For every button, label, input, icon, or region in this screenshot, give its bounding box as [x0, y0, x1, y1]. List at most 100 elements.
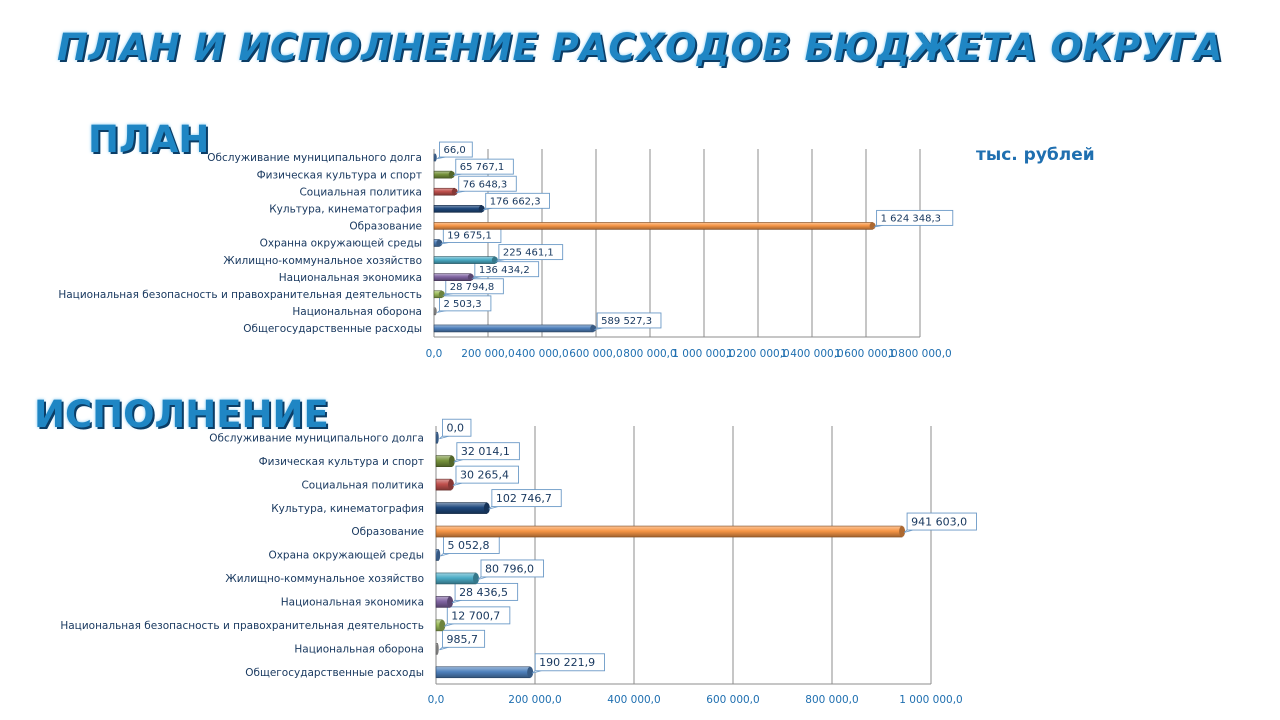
- x-tick-label: 600 000,0: [706, 694, 759, 706]
- x-tick-label: 400 000,0: [515, 348, 568, 360]
- data-label: 5 052,8: [448, 539, 490, 552]
- category-label: Жилищно-коммунальное хозяйство: [223, 255, 422, 267]
- units-label: тыс. рублей: [976, 145, 1095, 165]
- data-label: 136 434,2: [479, 265, 530, 276]
- data-label: 19 675,1: [447, 231, 492, 242]
- data-label-box: [474, 261, 540, 278]
- page-title: ПЛАН И ИСПОЛНЕНИЕ РАСХОДОВ БЮДЖЕТА ОКРУГ…: [57, 26, 1223, 69]
- data-label-box: [442, 418, 472, 437]
- bar-end-cap: [436, 432, 439, 444]
- x-tick-label: 1 600 000,0: [834, 348, 897, 360]
- category-label: Физическая культура и спорт: [259, 456, 424, 468]
- plan-chart-title: ПЛАН: [88, 118, 210, 161]
- x-tick-label: 400 000,0: [607, 694, 660, 706]
- bar-end-cap: [448, 171, 455, 179]
- category-label: Общегосударственные расходы: [245, 667, 424, 679]
- category-label: Обслуживание муниципального долга: [207, 152, 422, 164]
- data-label: 30 265,4: [460, 469, 509, 482]
- category-label: Национальная оборона: [292, 306, 422, 318]
- data-label-box: [439, 141, 473, 158]
- bar: [435, 666, 531, 679]
- bar: [435, 525, 903, 538]
- data-label-box: [534, 653, 605, 672]
- data-label-box: [445, 278, 504, 295]
- category-label: Образование: [349, 221, 422, 233]
- bar-end-cap: [527, 666, 534, 678]
- x-tick-label: 1 400 000,0: [780, 348, 843, 360]
- category-label: Социальная политика: [301, 479, 424, 491]
- x-tick-label: 200 000,0: [508, 694, 561, 706]
- data-label-box: [906, 512, 977, 531]
- bar-end-cap: [439, 619, 446, 631]
- x-tick-label: 1 000 000,0: [672, 348, 735, 360]
- x-tick-label: 800 000,0: [805, 694, 858, 706]
- category-label: Обслуживание муниципального долга: [209, 432, 424, 444]
- x-tick-label: 1 200 000,0: [726, 348, 789, 360]
- data-label: 12 700,7: [451, 609, 500, 622]
- bar-end-cap: [434, 154, 437, 162]
- bar-end-cap: [438, 290, 445, 298]
- data-label: 176 662,3: [490, 196, 541, 207]
- bar-end-cap: [478, 205, 485, 213]
- data-label: 28 794,8: [450, 282, 495, 293]
- category-label: Общегосударственные расходы: [243, 323, 422, 335]
- x-tick-label: 1 800 000,0: [888, 348, 951, 360]
- bar-end-cap: [869, 222, 876, 230]
- data-label-box: [485, 192, 550, 209]
- data-label: 589 527,3: [601, 316, 652, 327]
- bar: [435, 502, 488, 514]
- category-label: Образование: [351, 526, 424, 538]
- category-label: Охранна окружающей среды: [260, 238, 422, 250]
- x-tick-label: 1 000 000,0: [899, 694, 962, 706]
- data-label: 80 796,0: [485, 562, 534, 575]
- data-label-box: [876, 209, 954, 226]
- category-label: Национальная безопасность и правохраните…: [58, 289, 422, 301]
- x-tick-label: 800 000,0: [623, 348, 676, 360]
- data-label: 66,0: [444, 145, 466, 156]
- data-label-box: [446, 606, 511, 625]
- data-label: 0,0: [447, 422, 465, 435]
- bar-end-cap: [447, 479, 454, 491]
- category-label: Охрана окружающей среды: [268, 550, 424, 562]
- bar-end-cap: [434, 307, 437, 315]
- bar-end-cap: [436, 239, 443, 247]
- category-label: Социальная политика: [299, 186, 422, 198]
- bar-end-cap: [436, 643, 439, 655]
- bar-end-cap: [899, 526, 906, 538]
- data-label: 2 503,3: [444, 299, 482, 310]
- bar-end-cap: [436, 549, 441, 561]
- data-label: 985,7: [447, 633, 479, 646]
- data-label: 102 746,7: [496, 492, 552, 505]
- execution-chart-title: ИСПОЛНЕНИЕ: [34, 393, 329, 436]
- data-label: 1 624 348,3: [881, 214, 941, 225]
- category-label: Культура, кинематография: [269, 203, 422, 215]
- data-label-box: [498, 244, 564, 261]
- data-label: 28 436,5: [459, 586, 508, 599]
- x-tick-label: 0,0: [428, 694, 445, 706]
- bar-end-cap: [467, 273, 474, 281]
- category-label: Национальная оборона: [294, 643, 424, 655]
- data-label-box: [439, 295, 492, 312]
- category-label: Физическая культура и спорт: [257, 169, 422, 181]
- data-label: 225 461,1: [503, 248, 554, 259]
- data-label: 32 014,1: [461, 445, 510, 458]
- bar-end-cap: [491, 256, 498, 264]
- data-label: 65 767,1: [460, 162, 505, 173]
- bar-end-cap: [483, 502, 490, 514]
- data-label-box: [455, 158, 514, 175]
- data-label: 941 603,0: [911, 516, 967, 529]
- category-label: Национальная экономика: [281, 597, 424, 609]
- category-label: Национальная экономика: [279, 272, 422, 284]
- bar-end-cap: [447, 596, 454, 608]
- data-label-box: [455, 465, 519, 484]
- category-label: Культура, кинематография: [271, 503, 424, 515]
- category-label: Национальная безопасность и правохраните…: [60, 620, 424, 632]
- bar-end-cap: [472, 572, 479, 584]
- x-tick-label: 0,0: [426, 348, 443, 360]
- x-tick-label: 200 000,0: [461, 348, 514, 360]
- category-label: Жилищно-коммунальное хозяйство: [225, 573, 424, 585]
- data-label: 76 648,3: [463, 179, 508, 190]
- bar-end-cap: [451, 188, 458, 196]
